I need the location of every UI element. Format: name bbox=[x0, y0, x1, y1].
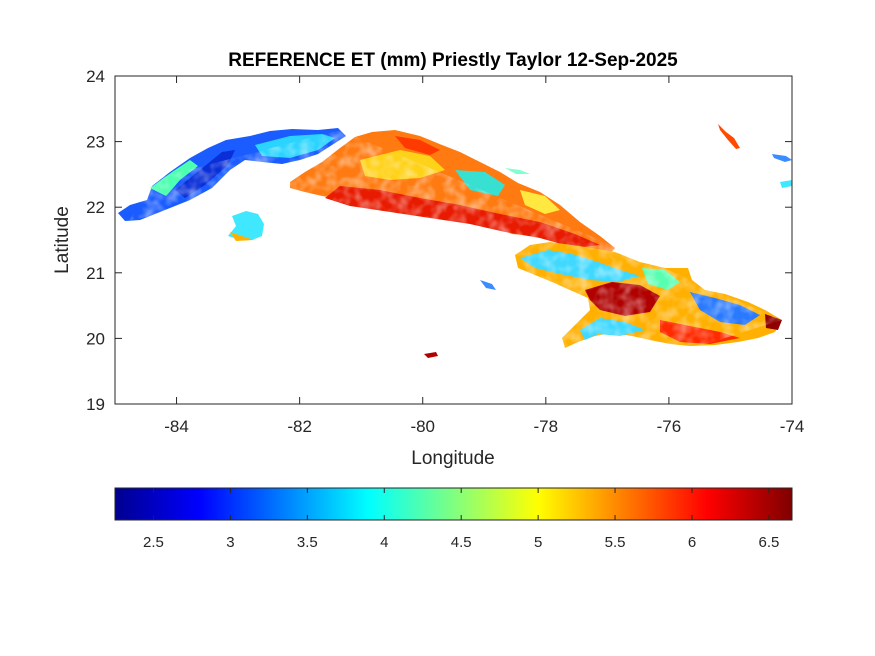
map-title: REFERENCE ET (mm) Priestly Taylor 12-Sep… bbox=[228, 50, 678, 71]
x-axis-label: Longitude bbox=[411, 448, 494, 469]
colorbar-tick-label: 5 bbox=[534, 534, 542, 551]
y-tick-label: 22 bbox=[86, 198, 105, 217]
x-tick-label: -74 bbox=[780, 417, 805, 436]
y-tick-label: 23 bbox=[86, 133, 105, 152]
land-key-sw bbox=[424, 352, 438, 358]
colorbar-tick-label: 3 bbox=[226, 534, 234, 551]
map-axes bbox=[114, 75, 793, 405]
y-ticks: 19 20 21 22 23 24 bbox=[86, 67, 792, 414]
x-ticks: -84 -82 -80 -78 -76 -74 bbox=[164, 76, 804, 436]
y-tick-label: 20 bbox=[86, 329, 105, 348]
x-tick-label: -76 bbox=[657, 417, 682, 436]
colorbar-ticks: 2.5 3 3.5 4 4.5 5 5.5 6 6.5 bbox=[143, 488, 779, 551]
et-field bbox=[118, 124, 792, 358]
land-key-south bbox=[480, 280, 496, 290]
y-tick-label: 19 bbox=[86, 395, 105, 414]
land-key-ne bbox=[772, 154, 792, 162]
colorbar-tick-label: 4.5 bbox=[451, 534, 472, 551]
x-tick-label: -82 bbox=[287, 417, 312, 436]
x-tick-label: -80 bbox=[410, 417, 435, 436]
colorbar-tick-label: 6.5 bbox=[758, 534, 779, 551]
colorbar-tick-label: 5.5 bbox=[605, 534, 626, 551]
x-tick-label: -78 bbox=[534, 417, 559, 436]
x-tick-label: -84 bbox=[164, 417, 189, 436]
colorbar bbox=[114, 487, 793, 521]
y-tick-label: 24 bbox=[86, 67, 105, 86]
y-axis-label: Latitude bbox=[52, 206, 73, 274]
colorbar-tick-label: 4 bbox=[380, 534, 388, 551]
land-key-north bbox=[505, 168, 530, 174]
colorbar-tick-label: 6 bbox=[688, 534, 696, 551]
land-key-east bbox=[718, 124, 740, 149]
land-key-ne2 bbox=[780, 180, 792, 188]
land-isla-de-la-juventud bbox=[228, 211, 264, 240]
colorbar-tick-label: 3.5 bbox=[297, 534, 318, 551]
y-tick-label: 21 bbox=[86, 264, 105, 283]
colorbar-tick-label: 2.5 bbox=[143, 534, 164, 551]
